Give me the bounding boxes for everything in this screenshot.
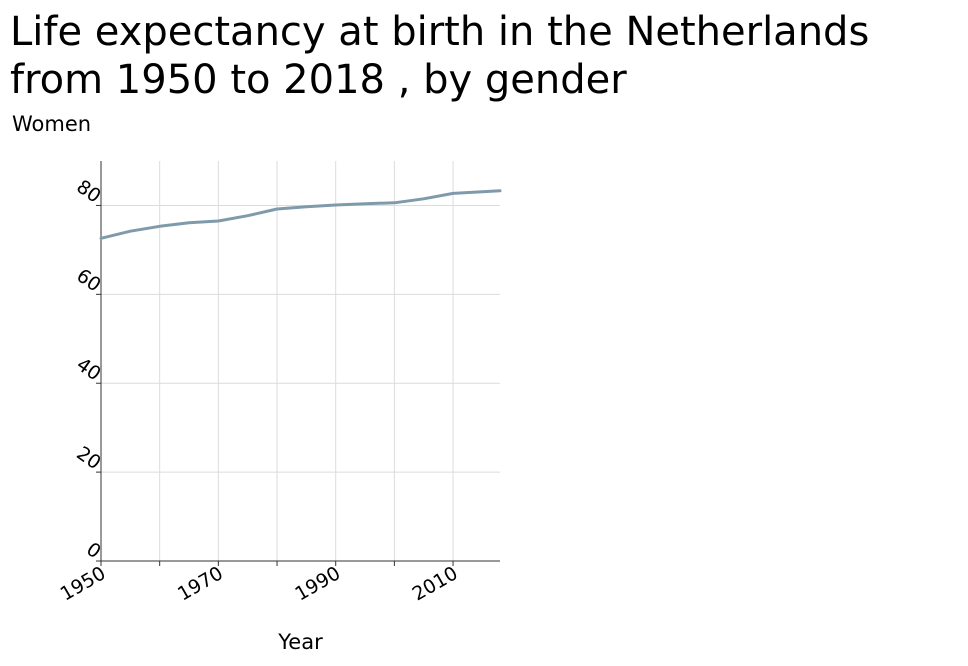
chart-subtitle: Women [12,112,92,136]
axes [96,161,500,566]
x-tick-label: 2010 [409,562,462,605]
y-tick-label: 80 [72,176,104,208]
x-tick-labels: 1950 1970 1990 2010 [57,562,462,605]
chart-title: Life expectancy at birth in the Netherla… [10,9,870,103]
x-tick-label: 1970 [174,562,227,605]
y-tick-label: 20 [72,442,104,474]
x-tick-label: 1990 [291,562,344,605]
series-group [99,189,502,240]
series-line-0 [99,189,502,240]
y-tick-label: 60 [72,265,104,297]
x-axis-title: Year [277,630,323,654]
x-tick-label: 1950 [57,562,110,605]
grid-lines [101,161,500,561]
y-tick-label: 40 [72,353,104,385]
